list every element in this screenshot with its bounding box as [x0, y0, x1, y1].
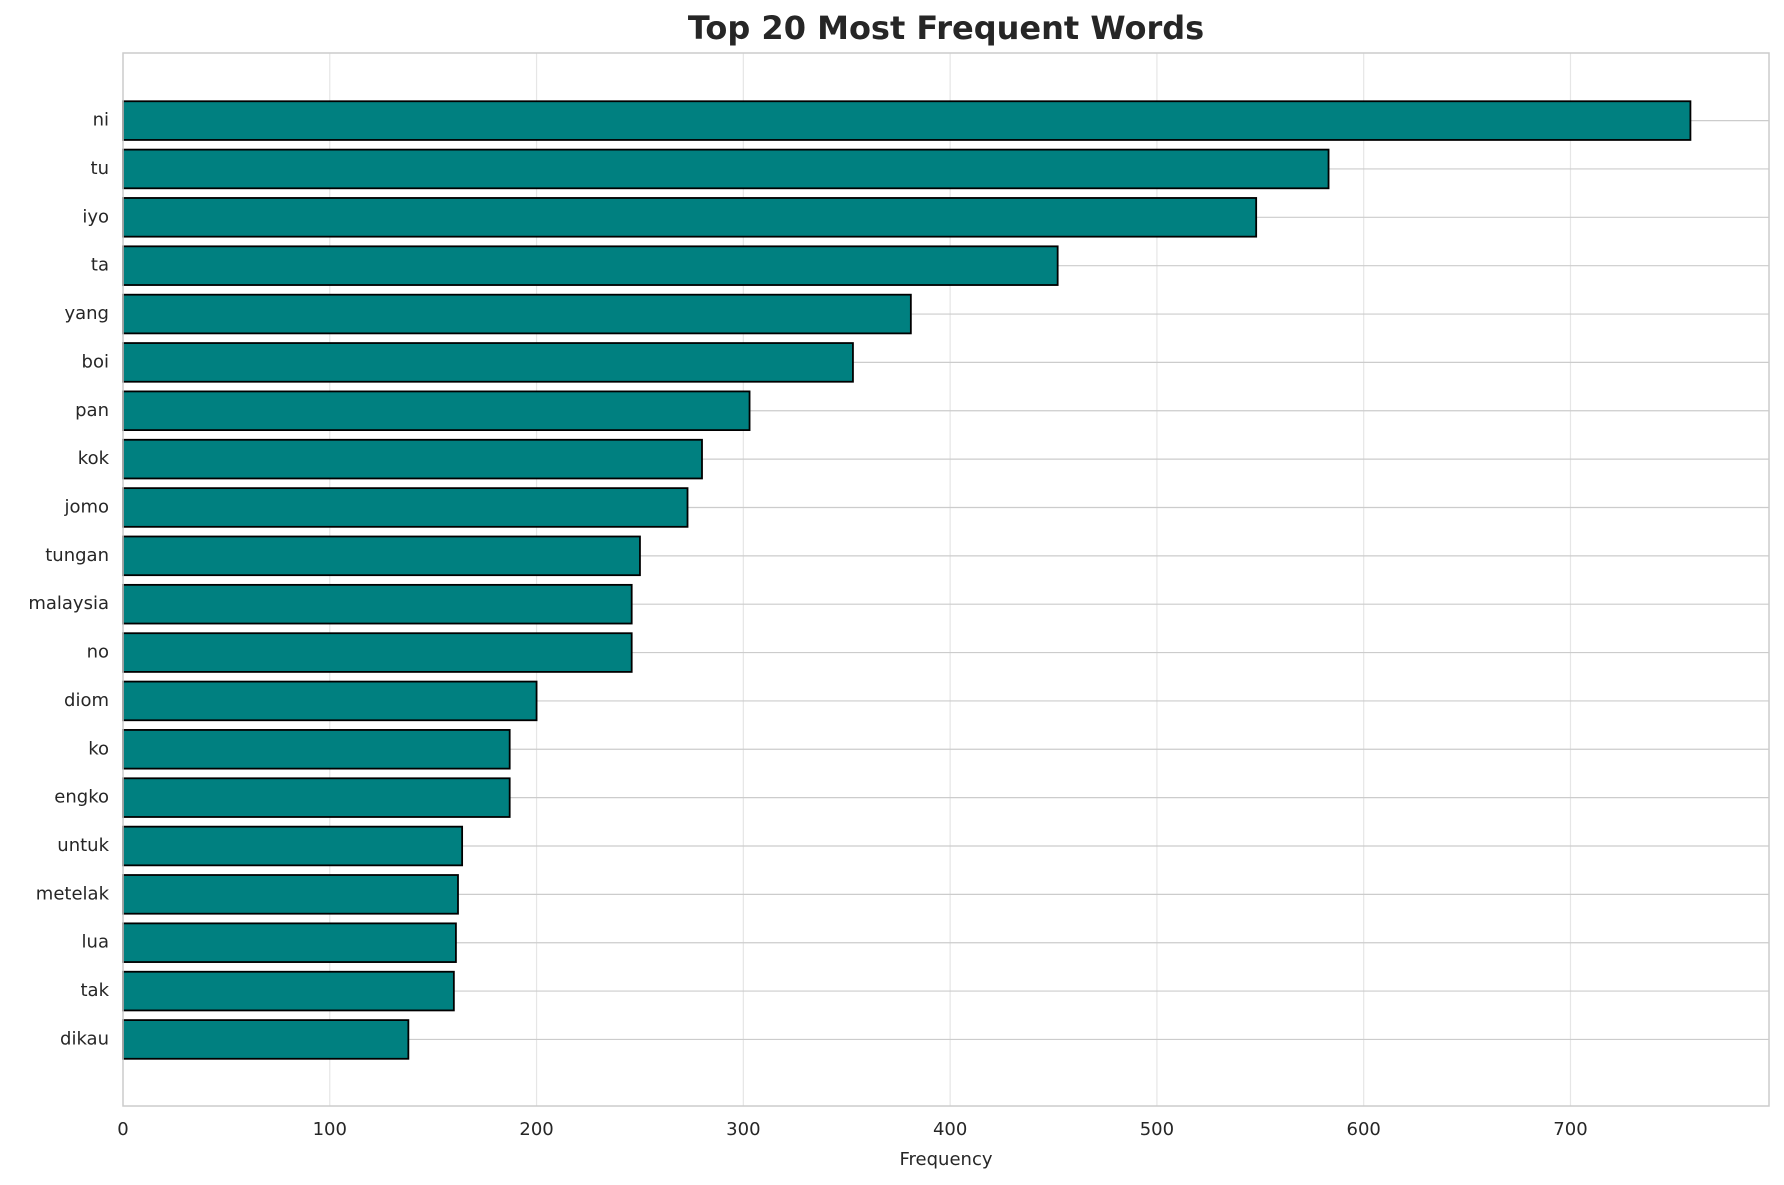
y-tick-label: lua — [82, 932, 109, 953]
bar — [122, 874, 459, 915]
y-tick-label: ni — [93, 110, 109, 131]
bar — [122, 390, 751, 432]
y-tick-label: yang — [64, 303, 109, 324]
bar — [122, 100, 1692, 141]
x-tick-label: 500 — [1140, 1119, 1174, 1140]
bar — [122, 487, 689, 528]
bar — [122, 342, 854, 383]
y-tick-label: tak — [80, 980, 109, 1001]
bar — [122, 293, 912, 335]
y-tick-label: boi — [82, 351, 109, 372]
x-tick-label: 400 — [933, 1119, 967, 1140]
y-tick-label: untuk — [57, 835, 109, 856]
bar — [122, 245, 1059, 286]
bar — [122, 729, 511, 770]
x-tick-label: 600 — [1347, 1119, 1381, 1140]
y-tick-label: ta — [91, 255, 109, 276]
x-tick-label: 300 — [726, 1119, 760, 1140]
plot-frame — [122, 52, 1770, 1107]
y-tick-label: tungan — [45, 545, 109, 566]
x-tick-label: 700 — [1553, 1119, 1587, 1140]
y-tick-label: jomo — [63, 496, 109, 517]
bar — [122, 535, 641, 577]
y-tick-label: iyo — [82, 206, 109, 227]
bar — [122, 197, 1258, 238]
y-tick-label: malaysia — [28, 593, 109, 614]
x-tick-label: 100 — [313, 1119, 347, 1140]
y-tick-label: pan — [75, 400, 109, 421]
bar — [122, 970, 455, 1012]
bar — [122, 680, 538, 722]
y-tick-label: tu — [91, 158, 109, 179]
x-axis-label: Frequency — [900, 1149, 993, 1170]
y-tick-label: no — [87, 642, 109, 663]
y-tick-label: metelak — [36, 883, 110, 904]
bar — [122, 825, 464, 867]
x-tick-label: 200 — [519, 1119, 553, 1140]
bar — [122, 1019, 410, 1060]
bar — [122, 583, 633, 625]
bar — [122, 777, 511, 818]
y-tick-label: ko — [88, 738, 109, 759]
bar — [122, 922, 457, 963]
y-tick-label: kok — [78, 448, 110, 469]
y-tick-label: engko — [54, 787, 109, 808]
y-tick-label: diom — [64, 690, 109, 711]
x-tick-label: 0 — [117, 1119, 128, 1140]
chart-title: Top 20 Most Frequent Words — [688, 9, 1204, 47]
y-tick-label: dikau — [60, 1028, 109, 1049]
bar — [122, 438, 703, 480]
bar — [122, 148, 1330, 190]
bar — [122, 632, 633, 673]
